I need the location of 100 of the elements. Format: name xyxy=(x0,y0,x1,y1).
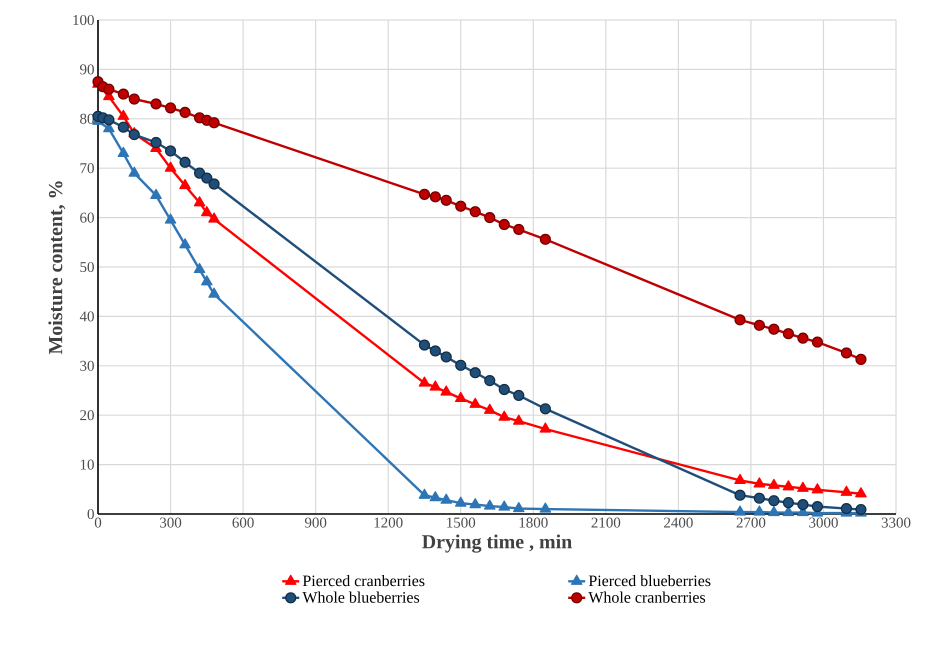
point xyxy=(208,288,220,298)
point xyxy=(754,505,766,516)
point xyxy=(201,172,212,184)
x-tick-label: 3000 xyxy=(809,518,838,528)
point xyxy=(470,367,481,378)
point xyxy=(164,145,176,156)
point xyxy=(484,375,496,386)
point xyxy=(812,501,823,512)
point xyxy=(768,495,780,506)
point xyxy=(201,206,213,216)
point xyxy=(194,196,206,206)
point xyxy=(754,492,765,504)
point xyxy=(208,117,220,128)
y-tick-label: 100 xyxy=(73,14,94,26)
x-axis-title: Drying time , min xyxy=(422,534,572,553)
point xyxy=(540,422,552,433)
point xyxy=(782,480,794,490)
y-tick-label: 30 xyxy=(80,360,94,371)
point xyxy=(440,194,452,206)
point xyxy=(734,314,746,326)
point xyxy=(128,129,140,140)
point xyxy=(150,136,162,148)
y-axis-title: Moisture content, % xyxy=(48,181,66,354)
point xyxy=(430,191,441,202)
y-tick-label: 20 xyxy=(80,410,94,420)
point xyxy=(498,384,510,396)
point xyxy=(840,502,852,514)
point xyxy=(418,376,430,387)
point xyxy=(469,398,482,408)
y-tick-label: 0 xyxy=(88,508,94,520)
point xyxy=(164,162,176,172)
point xyxy=(150,98,162,110)
point xyxy=(513,390,524,402)
point xyxy=(484,404,496,414)
point xyxy=(484,212,496,224)
point xyxy=(164,102,176,114)
point xyxy=(768,324,780,335)
point xyxy=(812,336,823,348)
point xyxy=(768,506,780,516)
y-tick-label: 60 xyxy=(80,212,94,223)
x-tick-label: 0 xyxy=(94,518,102,528)
point xyxy=(855,487,867,498)
point xyxy=(103,114,114,126)
y-tick-label: 40 xyxy=(80,311,94,322)
point xyxy=(797,499,808,510)
legend-label: Whole cranberries xyxy=(588,592,706,603)
point xyxy=(782,328,794,340)
point xyxy=(179,178,191,190)
point xyxy=(440,351,452,362)
point xyxy=(840,486,852,496)
point xyxy=(498,500,510,511)
legend-label: Pierced cranberries xyxy=(302,574,424,586)
point xyxy=(540,403,551,414)
point xyxy=(194,168,206,179)
x-tick-label: 1200 xyxy=(374,518,403,528)
point xyxy=(128,93,140,105)
point xyxy=(128,166,140,177)
point xyxy=(150,188,162,199)
point xyxy=(208,178,220,190)
point xyxy=(470,206,481,218)
point xyxy=(540,234,551,245)
point xyxy=(179,238,191,248)
point xyxy=(179,106,191,118)
point xyxy=(734,505,746,516)
point xyxy=(179,156,191,168)
x-tick-label: 3300 xyxy=(882,518,910,528)
point xyxy=(855,504,867,516)
point xyxy=(454,392,467,402)
point xyxy=(512,414,525,425)
legend-label: Pierced blueberries xyxy=(588,574,710,586)
point xyxy=(797,482,809,492)
point xyxy=(208,212,220,223)
point xyxy=(440,494,452,504)
point xyxy=(840,347,852,359)
y-tick-label: 10 xyxy=(80,460,94,470)
y-tick-label: 50 xyxy=(80,262,94,272)
point xyxy=(103,84,114,95)
y-tick-label: 90 xyxy=(80,64,94,74)
point xyxy=(797,332,808,344)
point xyxy=(430,491,442,502)
point xyxy=(118,88,129,100)
point xyxy=(498,218,510,230)
point xyxy=(812,483,824,494)
point xyxy=(782,497,794,508)
point xyxy=(498,410,510,421)
point xyxy=(418,188,430,200)
point xyxy=(754,477,766,488)
point xyxy=(164,213,176,224)
x-tick-label: 900 xyxy=(304,518,326,528)
point xyxy=(118,110,130,120)
point xyxy=(118,122,129,133)
x-tick-label: 300 xyxy=(160,518,182,528)
point xyxy=(768,478,780,489)
x-tick-label: 1800 xyxy=(520,518,548,528)
point xyxy=(469,498,482,508)
point xyxy=(454,496,467,507)
x-tick-label: 600 xyxy=(232,518,254,528)
legend-label: Whole blueberries xyxy=(302,592,420,603)
point xyxy=(430,345,441,357)
point xyxy=(734,474,746,484)
